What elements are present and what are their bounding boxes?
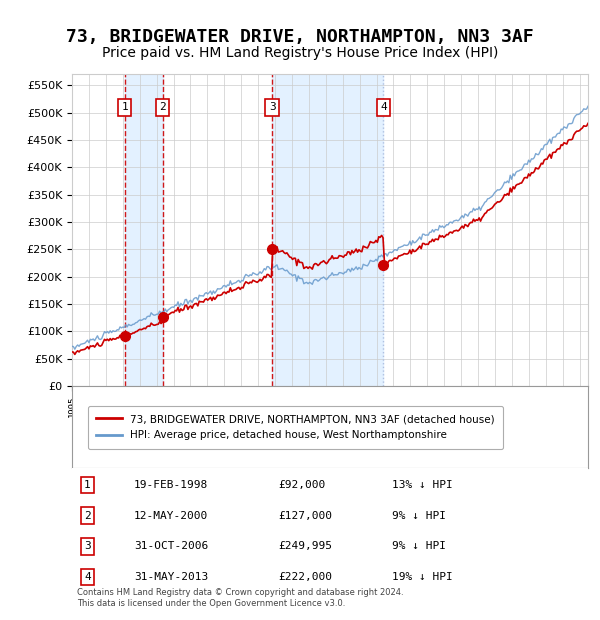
Bar	[272, 74, 383, 386]
Text: £222,000: £222,000	[278, 572, 332, 582]
Text: £249,995: £249,995	[278, 541, 332, 551]
Text: 3: 3	[269, 102, 275, 112]
Text: £92,000: £92,000	[278, 480, 326, 490]
Text: Price paid vs. HM Land Registry's House Price Index (HPI): Price paid vs. HM Land Registry's House …	[102, 46, 498, 61]
Text: 9% ↓ HPI: 9% ↓ HPI	[392, 510, 446, 521]
Text: 4: 4	[380, 102, 387, 112]
Text: 31-MAY-2013: 31-MAY-2013	[134, 572, 208, 582]
Text: 31-OCT-2006: 31-OCT-2006	[134, 541, 208, 551]
Text: 4: 4	[84, 572, 91, 582]
Text: 19% ↓ HPI: 19% ↓ HPI	[392, 572, 452, 582]
Text: 1: 1	[84, 480, 91, 490]
Text: Contains HM Land Registry data © Crown copyright and database right 2024.
This d: Contains HM Land Registry data © Crown c…	[77, 588, 404, 608]
Text: 3: 3	[84, 541, 91, 551]
Text: 19-FEB-1998: 19-FEB-1998	[134, 480, 208, 490]
Bar	[125, 74, 163, 386]
Text: 13% ↓ HPI: 13% ↓ HPI	[392, 480, 452, 490]
Text: 1: 1	[121, 102, 128, 112]
Text: 9% ↓ HPI: 9% ↓ HPI	[392, 541, 446, 551]
Legend: 73, BRIDGEWATER DRIVE, NORTHAMPTON, NN3 3AF (detached house), HPI: Average price: 73, BRIDGEWATER DRIVE, NORTHAMPTON, NN3 …	[88, 405, 503, 449]
Text: £127,000: £127,000	[278, 510, 332, 521]
Text: 2: 2	[160, 102, 166, 112]
Text: 2: 2	[84, 510, 91, 521]
Text: 73, BRIDGEWATER DRIVE, NORTHAMPTON, NN3 3AF: 73, BRIDGEWATER DRIVE, NORTHAMPTON, NN3 …	[66, 28, 534, 46]
Text: 12-MAY-2000: 12-MAY-2000	[134, 510, 208, 521]
